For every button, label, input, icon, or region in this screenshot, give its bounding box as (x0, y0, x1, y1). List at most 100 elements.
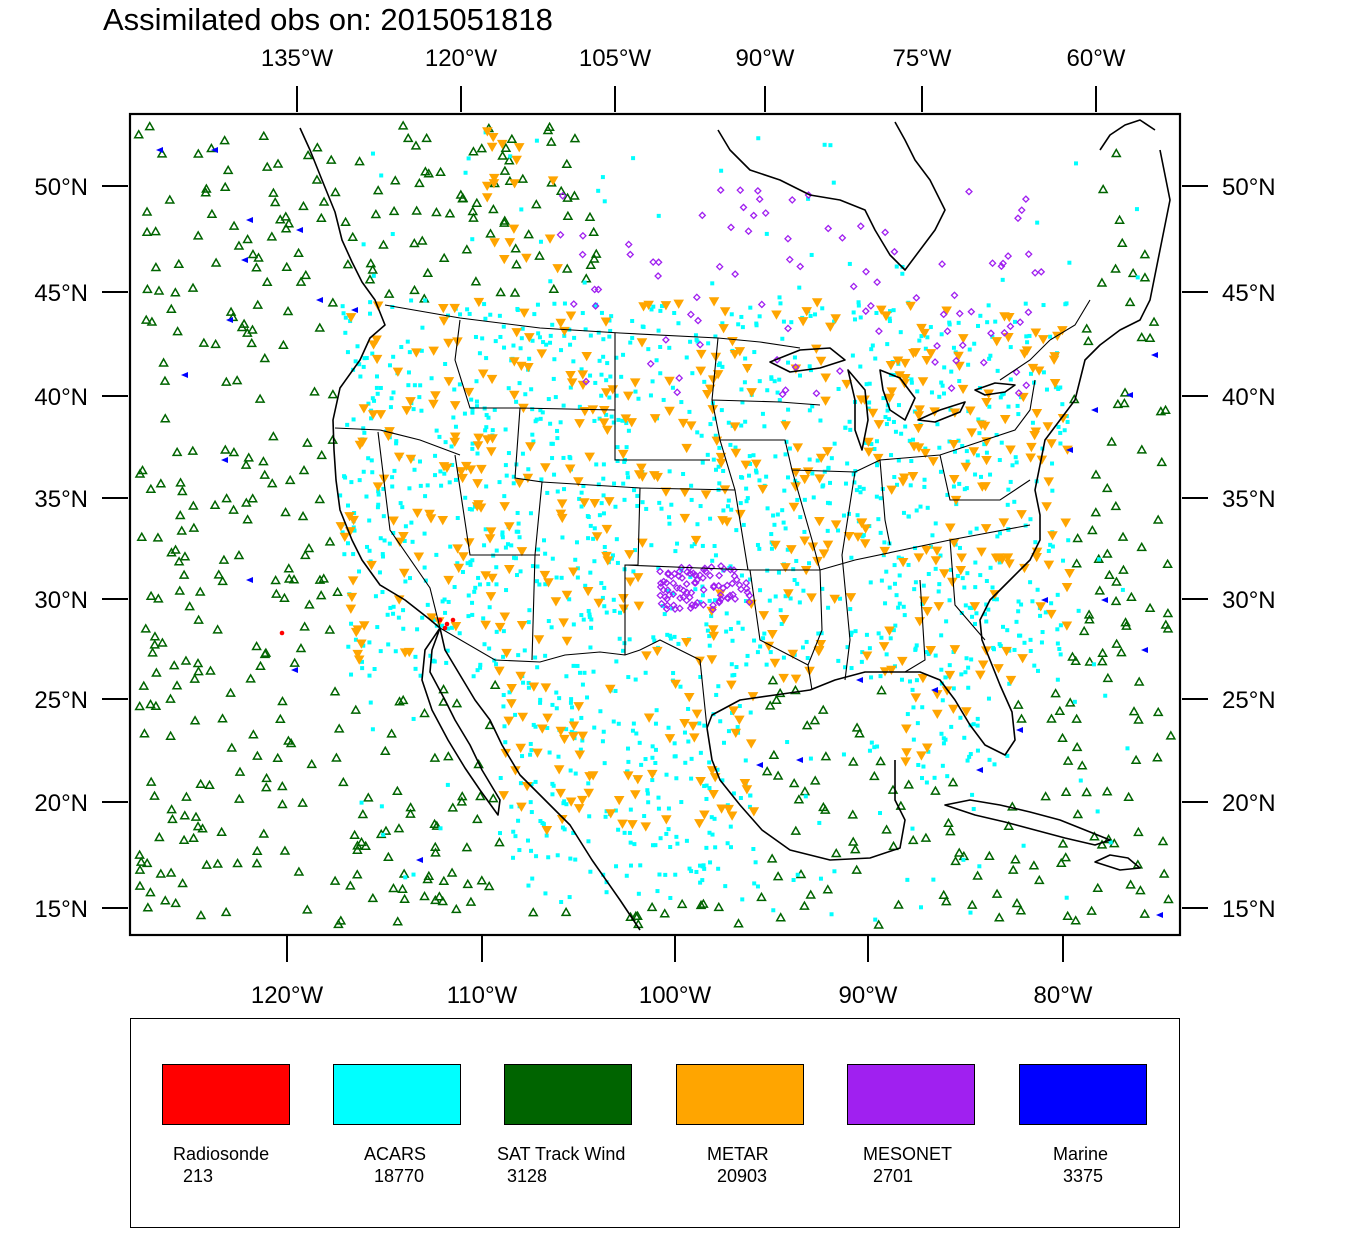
acars-marker (471, 674, 476, 679)
acars-marker (609, 314, 614, 319)
acars-marker (392, 468, 397, 473)
acars-marker (516, 521, 521, 526)
acars-marker (735, 725, 740, 730)
sat-wind-marker (383, 288, 395, 298)
acars-marker (378, 649, 383, 654)
metar-marker (579, 498, 590, 508)
sat-wind-marker (173, 556, 185, 566)
metar-marker (516, 802, 527, 812)
sat-wind-marker (316, 212, 327, 223)
metar-marker (729, 349, 741, 360)
acars-marker (612, 481, 617, 486)
acars-marker (611, 597, 616, 602)
mesonet-marker (657, 599, 666, 608)
acars-marker (919, 334, 924, 339)
acars-marker (899, 677, 904, 682)
sat-wind-marker (818, 801, 829, 812)
acars-marker (458, 312, 463, 317)
acars-marker (474, 404, 479, 409)
acars-marker (374, 385, 379, 390)
mesonet-marker (669, 579, 678, 588)
metar-marker (1037, 335, 1049, 345)
acars-marker (572, 335, 577, 340)
legend-count-marine: 3375 (1063, 1166, 1104, 1186)
sat-wind-marker (252, 299, 264, 309)
metar-marker (679, 487, 691, 498)
metar-marker (367, 410, 379, 420)
acars-marker (828, 480, 833, 485)
acars-marker (380, 590, 385, 595)
gulf-coastline (706, 149, 1171, 861)
metar-marker (993, 664, 1004, 674)
sat-wind-marker (212, 624, 223, 634)
left-lat-label: 50°N (34, 174, 88, 201)
acars-marker (1048, 334, 1053, 339)
metar-marker (593, 598, 605, 609)
metar-marker (577, 370, 589, 380)
acars-marker (587, 615, 592, 620)
acars-marker (888, 309, 893, 314)
acars-marker (533, 655, 538, 660)
sat-wind-marker (153, 593, 164, 603)
acars-marker (1053, 385, 1058, 390)
acars-marker (693, 333, 698, 338)
metar-marker (636, 338, 648, 348)
acars-marker (713, 433, 718, 438)
acars-marker (542, 538, 547, 543)
acars-marker (508, 154, 513, 159)
acars-marker (1035, 220, 1040, 225)
acars-marker (1072, 699, 1077, 704)
acars-marker (663, 872, 668, 877)
sat-wind-marker (261, 772, 272, 783)
acars-marker (807, 364, 812, 369)
acars-marker (577, 404, 582, 409)
acars-marker (625, 471, 630, 476)
acars-marker (624, 421, 629, 426)
acars-marker (390, 475, 395, 480)
acars-marker (713, 598, 718, 603)
acars-marker (616, 827, 621, 832)
acars-marker (498, 776, 503, 781)
acars-marker (879, 635, 884, 640)
sat-wind-marker (444, 208, 456, 218)
acars-marker (475, 451, 480, 456)
metar-marker (872, 453, 884, 464)
right-lat-label: 40°N (1222, 384, 1276, 411)
acars-marker (1030, 599, 1035, 604)
acars-marker (951, 484, 956, 489)
acars-marker (694, 337, 699, 342)
acars-marker (775, 390, 780, 395)
acars-marker (390, 304, 395, 309)
acars-marker (908, 483, 913, 488)
sat-wind-marker (149, 639, 161, 649)
acars-marker (650, 379, 655, 384)
acars-marker (967, 347, 972, 352)
acars-marker (546, 397, 551, 402)
top-lon-label: 105°W (579, 45, 652, 72)
acars-marker (698, 750, 703, 755)
sat-wind-marker (945, 826, 956, 836)
mesonet-marker (796, 262, 805, 271)
sat-wind-marker (188, 500, 199, 510)
acars-marker (739, 475, 744, 480)
acars-marker (820, 484, 825, 489)
sat-wind-marker (166, 804, 177, 814)
metar-marker (820, 373, 832, 383)
acars-marker (1016, 633, 1021, 638)
acars-marker (780, 336, 785, 341)
acars-marker (538, 700, 543, 705)
sat-wind-marker (869, 770, 880, 781)
sat-wind-marker (1133, 714, 1144, 724)
lake-superior (769, 347, 846, 373)
mesonet-marker (715, 571, 724, 580)
sat-wind-marker (192, 658, 204, 668)
acars-marker (628, 807, 633, 812)
acars-marker (949, 369, 954, 374)
sat-wind-marker (212, 858, 224, 868)
acars-marker (374, 374, 379, 379)
acars-marker (730, 638, 735, 643)
acars-marker (512, 555, 517, 560)
sat-wind-marker (187, 445, 199, 455)
metar-marker (730, 448, 742, 459)
